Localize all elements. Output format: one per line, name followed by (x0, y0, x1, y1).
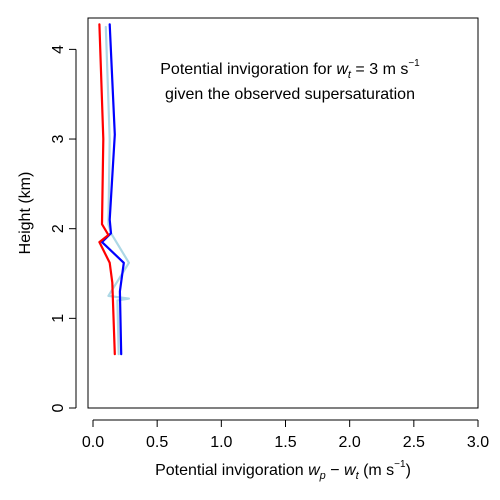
y-axis-label: Height (km) (17, 172, 34, 255)
x-tick-label: 1.5 (274, 434, 296, 451)
chart-annotation-line1: Potential invigoration for wt = 3 m s−1 (160, 58, 420, 81)
x-axis: 0.0 0.5 1.0 1.5 2.0 2.5 3.0 (82, 419, 489, 451)
plot-frame (87, 17, 479, 409)
x-tick-label: 3.0 (467, 434, 489, 451)
series-line-3 (98, 23, 116, 356)
y-tick-label: 3 (50, 134, 67, 143)
chart-annotation-line2: given the observed supersaturation (165, 86, 415, 103)
x-axis-label: Potential invigoration wp − wt (m s−1) (155, 459, 411, 482)
series-line-1 (104, 25, 130, 356)
x-tick-label: 0.0 (82, 434, 104, 451)
y-tick-label: 4 (50, 45, 67, 54)
x-tick-label: 1.0 (210, 434, 232, 451)
y-axis: 0 1 2 3 4 (50, 45, 77, 412)
x-tick-label: 2.5 (403, 434, 425, 451)
y-tick-label: 2 (50, 224, 67, 233)
y-tick-label: 0 (50, 403, 67, 412)
x-tick-label: 2.0 (339, 434, 361, 451)
y-tick-label: 1 (50, 314, 67, 323)
x-tick-label: 0.5 (146, 434, 168, 451)
series-layer (98, 23, 130, 356)
